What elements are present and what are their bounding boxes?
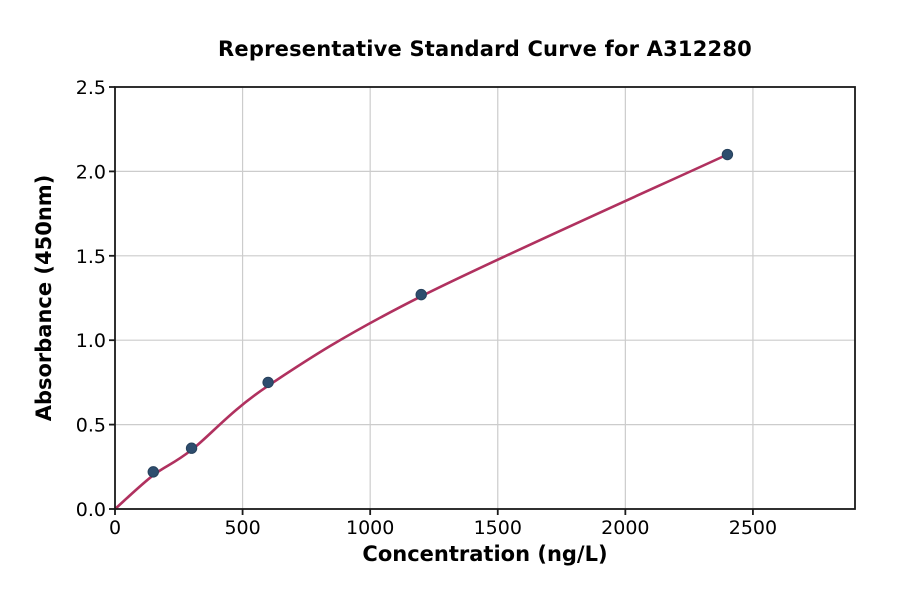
data-point	[721, 148, 734, 161]
chart-title: Representative Standard Curve for A31228…	[218, 37, 752, 61]
x-tick-label: 2500	[729, 517, 777, 539]
y-tick-label: 0.0	[76, 499, 106, 521]
x-tick-label: 500	[224, 517, 260, 539]
data-point	[415, 288, 427, 301]
y-tick-label: 1.0	[76, 330, 106, 352]
x-tick-label: 0	[109, 517, 121, 539]
x-tick-label: 1500	[474, 517, 522, 539]
x-axis-label: Concentration (ng/L)	[362, 542, 608, 566]
y-tick-label: 1.5	[76, 246, 106, 268]
data-point	[185, 442, 198, 454]
x-tick-label: 1000	[346, 517, 394, 539]
y-tick-label: 2.0	[76, 161, 106, 183]
y-tick-label: 0.5	[76, 415, 106, 437]
y-tick-label: 2.5	[76, 77, 106, 99]
data-point	[147, 466, 159, 478]
x-tick-label: 2000	[601, 517, 649, 539]
data-point	[262, 376, 274, 389]
plot-border	[114, 86, 856, 510]
standard-curve-line	[113, 153, 729, 511]
